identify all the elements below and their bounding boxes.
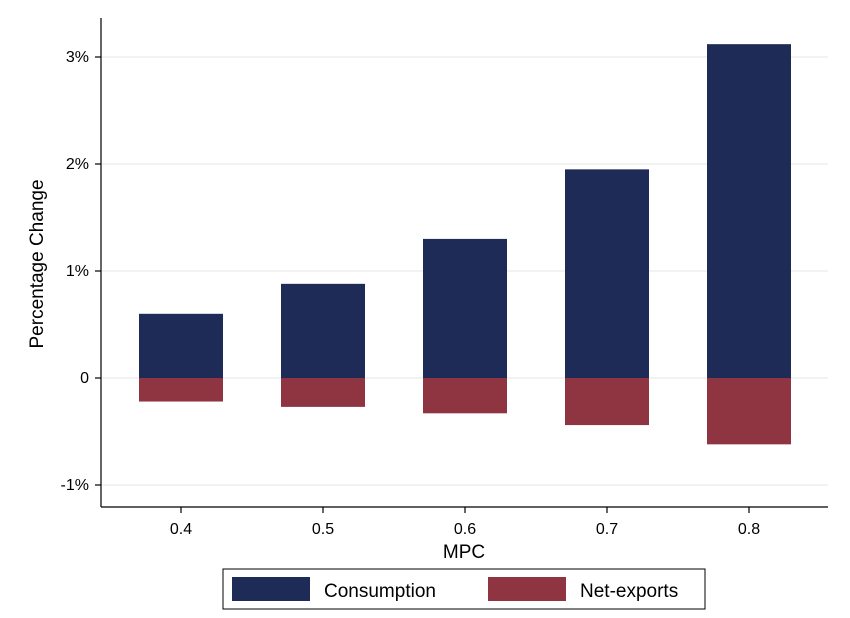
y-tick-label-4: 3% xyxy=(66,49,89,66)
legend-swatch-net-exports xyxy=(488,577,566,601)
x-tick-label-1: 0.5 xyxy=(312,521,334,538)
y-tick-label-1: 0 xyxy=(80,370,89,387)
bar-consumption-0.5 xyxy=(281,283,365,378)
x-tick-label-4: 0.8 xyxy=(738,521,760,538)
bar-net-exports-0.6 xyxy=(423,378,507,414)
bar-net-exports-0.8 xyxy=(707,378,791,445)
y-axis-title: Percentage Change xyxy=(27,179,48,348)
bar-net-exports-0.4 xyxy=(139,378,223,402)
legend: Consumption Net-exports xyxy=(222,568,706,610)
bar-consumption-0.7 xyxy=(565,169,649,378)
bar-consumption-0.8 xyxy=(707,44,791,378)
bars xyxy=(139,44,791,445)
bar-net-exports-0.5 xyxy=(281,378,365,407)
bar-net-exports-0.7 xyxy=(565,378,649,426)
bar-consumption-0.6 xyxy=(423,238,507,378)
axes: -1% 0 1% 2% 3% 0.4 0.5 0.6 0.7 0.8 xyxy=(61,18,828,538)
legend-label-net-exports: Net-exports xyxy=(580,581,678,602)
bar-consumption-0.4 xyxy=(139,313,223,378)
x-axis-title: MPC xyxy=(443,542,485,563)
x-tick-label-2: 0.6 xyxy=(454,521,476,538)
y-tick-label-2: 1% xyxy=(66,263,89,280)
legend-label-consumption: Consumption xyxy=(324,581,436,602)
y-tick-label-3: 2% xyxy=(66,156,89,173)
x-tick-label-3: 0.7 xyxy=(596,521,618,538)
y-tick-label-0: -1% xyxy=(61,477,89,494)
x-tick-label-0: 0.4 xyxy=(170,521,192,538)
legend-swatch-consumption xyxy=(232,577,310,601)
